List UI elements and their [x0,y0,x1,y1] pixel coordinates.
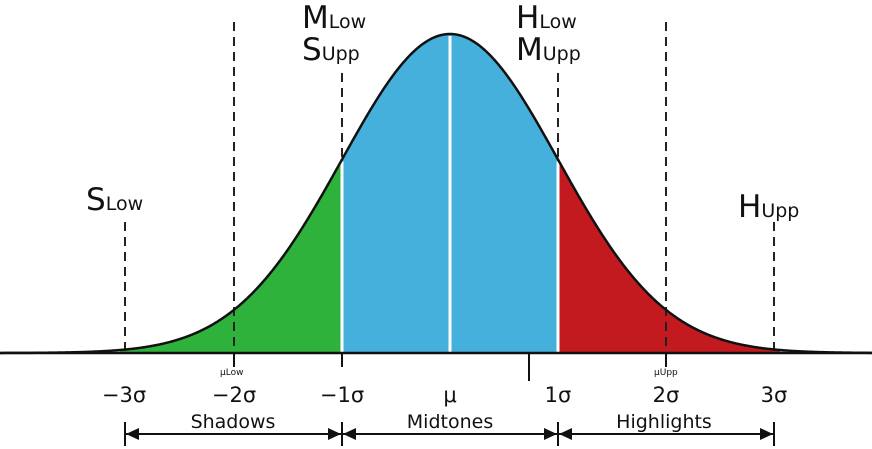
tick-label-plus-2-sigma: 2σ [653,383,680,407]
tick-label-minus-3-sigma: −3σ [102,383,146,407]
mu-low-label: μLow [220,368,243,378]
region-labels: Shadows Midtones Highlights [191,411,712,433]
label-h-low-main: H [516,0,539,36]
tick-label-plus-1-sigma: 1σ [545,383,572,407]
label-h-upp: HUpp [738,189,799,225]
label-m-low-main: M [302,0,329,36]
label-h-low: HLow [516,0,577,36]
midtones-label: Midtones [407,411,493,433]
label-h-upp-sub: Upp [761,200,799,222]
label-m-upp-main: M [516,32,543,68]
arrowhead-shadows-right [328,428,341,440]
arrowhead-highlights-left [559,428,572,440]
label-s-low: SLow [86,182,143,218]
tick-marks [233,353,667,381]
arrowhead-highlights-right [760,428,773,440]
shadows-region-fill [120,159,342,353]
tick-label-mu: μ [443,383,456,407]
region-bars [124,422,775,446]
label-s-low-sub: Low [106,193,143,215]
highlights-label: Highlights [616,411,712,433]
label-h-low-sub: Low [539,11,576,33]
label-m-low: MLow [302,0,366,36]
dashed-guides [124,22,775,352]
shadows-label: Shadows [191,411,276,433]
label-h-upp-main: H [738,189,761,225]
label-s-upp-sub: Upp [322,43,360,65]
label-s-low-main: S [86,182,106,218]
mu-upp-label: μUpp [654,368,678,378]
highlights-region-fill [558,159,780,353]
arrowhead-midtones-left [343,428,356,440]
tick-label-plus-3-sigma: 3σ [761,383,788,407]
label-s-upp-main: S [302,32,322,68]
tick-label-minus-1-sigma: −1σ [320,383,364,407]
label-m-low-sub: Low [329,11,366,33]
label-s-upp: SUpp [302,32,360,68]
label-m-upp: MUpp [516,32,581,68]
arrowhead-midtones-right [544,428,557,440]
axis-tick-labels: −3σ −2σ −1σ μ 1σ 2σ 3σ [102,383,787,407]
tick-label-minus-2-sigma: −2σ [212,383,256,407]
label-m-upp-sub: Upp [543,43,581,65]
arrowhead-shadows-left [126,428,139,440]
bell-curve [0,32,872,355]
